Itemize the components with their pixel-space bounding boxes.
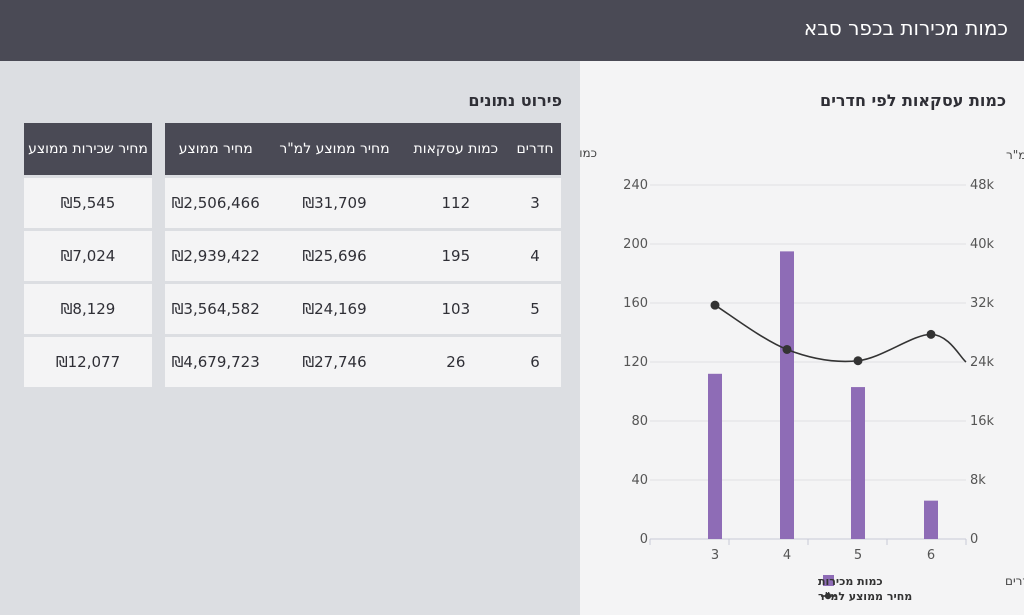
cell-rooms: 4 bbox=[509, 231, 561, 281]
line-point bbox=[710, 300, 720, 310]
x-tick-label: 6 bbox=[927, 548, 935, 563]
column-header-deals: כמות עסקאות bbox=[402, 123, 510, 175]
column-header-rooms: חדרים bbox=[509, 123, 561, 175]
left-tick-label: 40 bbox=[631, 473, 648, 488]
x-tick-label: 5 bbox=[854, 548, 862, 563]
cell-price-per-sqm: ₪25,696 bbox=[266, 231, 403, 281]
chart-title: כמות עסקאות לפי חדרים bbox=[820, 91, 1006, 110]
legend-label: מחיר ממוצע למ"ר bbox=[818, 590, 912, 603]
line-point bbox=[926, 329, 936, 339]
left-tick-label: 80 bbox=[631, 414, 648, 429]
cell-rooms: 3 bbox=[509, 178, 561, 228]
left-axis-title: כמות עסקאות bbox=[580, 146, 597, 160]
table-row: 6 26 ₪27,746 ₪4,679,723 bbox=[165, 337, 561, 387]
table-title: פירוט נתונים bbox=[468, 91, 562, 110]
cell-rent: ₪12,077 bbox=[24, 337, 152, 387]
left-tick-label: 0 bbox=[640, 532, 648, 547]
table-row: ₪8,129 bbox=[24, 284, 152, 334]
column-header-avg-price: מחיר ממוצע bbox=[165, 123, 267, 175]
table-header-row: מחיר שכירות ממוצע bbox=[24, 123, 152, 175]
line-point bbox=[782, 344, 792, 354]
legend-label: כמות מכירות bbox=[818, 575, 883, 588]
cell-deals: 112 bbox=[402, 178, 510, 228]
cell-deals: 26 bbox=[402, 337, 510, 387]
right-tick-label: 48k bbox=[970, 178, 995, 193]
rent-table: מחיר שכירות ממוצע ₪5,545 ₪7,024 ₪8,129 ₪… bbox=[24, 120, 152, 390]
x-tick-label: 4 bbox=[783, 548, 791, 563]
bar bbox=[780, 251, 794, 539]
bar bbox=[924, 500, 938, 539]
line-point bbox=[853, 356, 863, 366]
right-tick-label: 40k bbox=[970, 237, 995, 252]
top-bar: כמות מכירות בכפר סבא bbox=[0, 0, 1024, 61]
right-tick-label: 24k bbox=[970, 355, 995, 370]
chart-panel: כמות עסקאות לפי חדרים כמות עסקאות מחיר ממ… bbox=[580, 61, 1024, 615]
table-row: 3 112 ₪31,709 ₪2,506,466 bbox=[165, 178, 561, 228]
right-axis-title: מחיר ממוצע למ"ר bbox=[1006, 148, 1024, 162]
cell-price-per-sqm: ₪31,709 bbox=[266, 178, 403, 228]
left-tick-label: 160 bbox=[623, 296, 648, 311]
page-title: כמות מכירות בכפר סבא bbox=[803, 16, 1008, 40]
cell-price-per-sqm: ₪27,746 bbox=[266, 337, 403, 387]
x-tick-label: 3 bbox=[711, 548, 719, 563]
left-tick-label: 240 bbox=[623, 178, 648, 193]
cell-rooms: 5 bbox=[509, 284, 561, 334]
cell-rent: ₪8,129 bbox=[24, 284, 152, 334]
legend-bar-swatch bbox=[823, 575, 834, 586]
cell-rooms: 6 bbox=[509, 337, 561, 387]
data-table: חדרים כמות עסקאות מחיר ממוצע למ"ר מחיר מ… bbox=[165, 120, 561, 390]
table-row: ₪5,545 bbox=[24, 178, 152, 228]
right-tick-label: 8k bbox=[970, 473, 986, 488]
column-header-rent: מחיר שכירות ממוצע bbox=[24, 123, 152, 175]
table-row: ₪12,077 bbox=[24, 337, 152, 387]
table-row: ₪7,024 bbox=[24, 231, 152, 281]
table-row: 4 195 ₪25,696 ₪2,939,422 bbox=[165, 231, 561, 281]
cell-rent: ₪7,024 bbox=[24, 231, 152, 281]
right-tick-label: 16k bbox=[970, 414, 995, 429]
table-row: 5 103 ₪24,169 ₪3,564,582 bbox=[165, 284, 561, 334]
bar bbox=[708, 373, 722, 539]
left-tick-label: 200 bbox=[623, 237, 648, 252]
legend-line-marker bbox=[824, 592, 832, 600]
cell-avg-price: ₪3,564,582 bbox=[165, 284, 267, 334]
cell-avg-price: ₪4,679,723 bbox=[165, 337, 267, 387]
cell-avg-price: ₪2,939,422 bbox=[165, 231, 267, 281]
left-tick-label: 120 bbox=[623, 355, 648, 370]
cell-deals: 195 bbox=[402, 231, 510, 281]
bar bbox=[851, 387, 865, 539]
right-tick-label: 0 bbox=[970, 532, 978, 547]
cell-avg-price: ₪2,506,466 bbox=[165, 178, 267, 228]
column-header-price-per-sqm: מחיר ממוצע למ"ר bbox=[266, 123, 403, 175]
right-tick-label: 32k bbox=[970, 296, 995, 311]
cell-price-per-sqm: ₪24,169 bbox=[266, 284, 403, 334]
x-axis-title: חדרים bbox=[1005, 574, 1024, 588]
cell-deals: 103 bbox=[402, 284, 510, 334]
cell-rent: ₪5,545 bbox=[24, 178, 152, 228]
table-header-row: חדרים כמות עסקאות מחיר ממוצע למ"ר מחיר מ… bbox=[165, 123, 561, 175]
